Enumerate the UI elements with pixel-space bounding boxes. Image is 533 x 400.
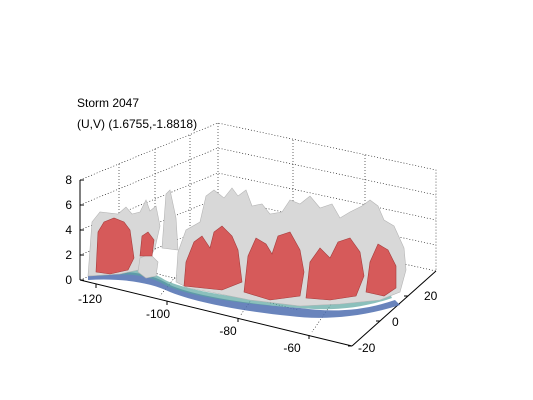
y-axis	[351, 270, 437, 347]
x-tick-label: -80	[219, 324, 237, 338]
y-tick-label: 0	[392, 315, 399, 329]
grey-surface-blob-small	[137, 253, 159, 279]
y-tick-label: 20	[424, 289, 438, 303]
grid-h	[79, 147, 437, 206]
z-tick-label: 2	[65, 248, 72, 262]
red-surface-center-b	[243, 231, 305, 301]
inner-isosurface	[95, 217, 397, 301]
grey-surface-spike-left	[161, 189, 179, 251]
y-ticks	[348, 295, 408, 347]
z-tick-labels: 0 2 4 6 8	[65, 173, 72, 287]
z-ticks	[80, 179, 84, 281]
chart-title: Storm 2047	[77, 96, 140, 110]
x-tick-label: -60	[283, 341, 301, 355]
x-tick-label: -100	[146, 307, 170, 321]
x-tick-labels: -120 -100 -80 -60	[78, 292, 301, 355]
x-axis	[79, 279, 353, 347]
z-tick-label: 6	[65, 198, 72, 212]
red-surface-left-small	[139, 231, 155, 257]
y-tick-label: -20	[358, 341, 376, 355]
z-tick-label: 8	[65, 173, 72, 187]
red-surface-left	[95, 217, 135, 275]
chart-subtitle: (U,V) (1.6755,-1.8818)	[77, 117, 198, 131]
floor-contour-teal	[100, 269, 392, 310]
x-tick-label: -120	[78, 292, 102, 306]
floor-contours	[88, 269, 400, 318]
x-ticks	[95, 284, 310, 339]
red-surface-center-a	[183, 225, 243, 291]
y-tick-labels: -20 0 20	[358, 289, 438, 355]
z-tick-label: 4	[65, 223, 72, 237]
red-surface-right	[365, 243, 397, 297]
grid-h	[79, 172, 437, 231]
red-surface-center-c	[305, 237, 365, 301]
z-tick-label: 0	[65, 273, 72, 287]
